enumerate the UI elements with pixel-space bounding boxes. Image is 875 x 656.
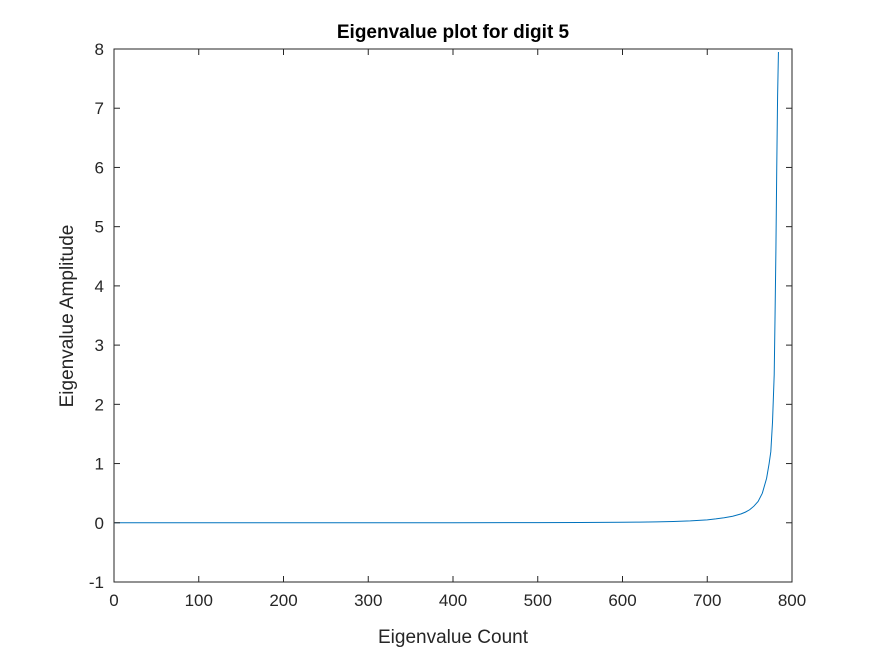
- x-tick-label: 500: [524, 591, 552, 610]
- x-tick-label: 700: [693, 591, 721, 610]
- x-tick-label: 400: [439, 591, 467, 610]
- y-tick-label: -1: [89, 573, 104, 592]
- y-tick-label: 6: [95, 158, 104, 177]
- series-layer: [114, 51, 779, 524]
- y-tick-label: 5: [95, 218, 104, 237]
- x-tick-label: 0: [109, 591, 118, 610]
- y-tick-label: 0: [95, 514, 104, 533]
- x-tick-label: 600: [608, 591, 636, 610]
- y-tick-label: 7: [95, 99, 104, 118]
- y-tick-label: 4: [95, 277, 104, 296]
- y-axis: -1 0 1 2 3 4 5 6 7 8: [89, 40, 792, 592]
- y-axis-label: Eigenvalue Amplitude: [57, 225, 78, 408]
- x-tick-label: 800: [778, 591, 806, 610]
- x-tick-label: 200: [269, 591, 297, 610]
- series-line-0: [114, 51, 779, 524]
- y-tick-label: 2: [95, 395, 104, 414]
- y-tick-label: 8: [95, 40, 104, 59]
- x-tick-label: 100: [185, 591, 213, 610]
- chart-title: Eigenvalue plot for digit 5: [337, 22, 570, 43]
- x-tick-label: 300: [354, 591, 382, 610]
- x-axis-label: Eigenvalue Count: [378, 627, 529, 648]
- y-tick-label: 1: [95, 455, 104, 474]
- plot-area: [114, 49, 792, 582]
- y-tick-label: 3: [95, 336, 104, 355]
- x-axis: 0 100 200 300 400 500 600 700 800: [109, 49, 806, 610]
